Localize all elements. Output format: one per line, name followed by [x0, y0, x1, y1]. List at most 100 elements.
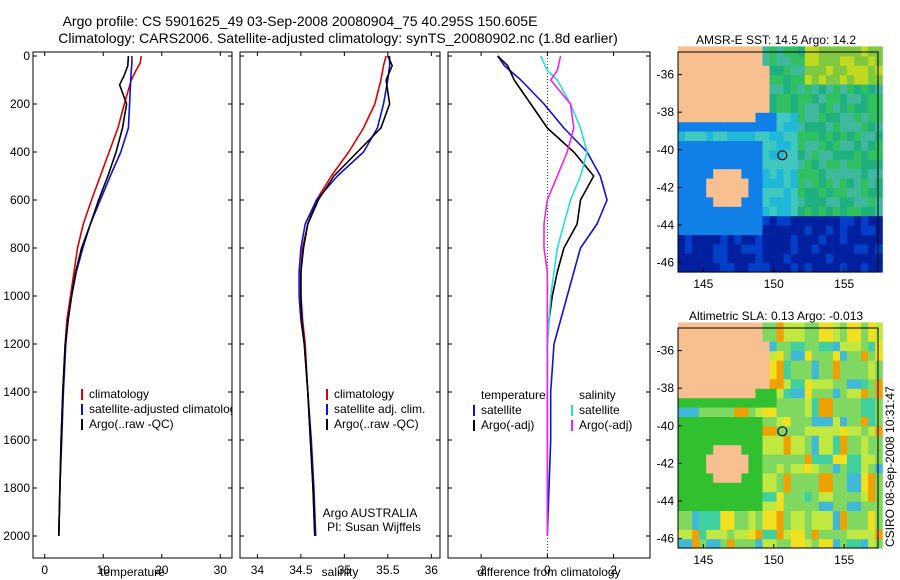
map-cell — [706, 178, 714, 188]
map-cell — [734, 112, 742, 123]
map-cell — [840, 369, 848, 380]
map-cell — [748, 397, 756, 408]
map-cell — [825, 206, 834, 217]
map-cell — [811, 378, 820, 389]
map-cell — [811, 463, 820, 474]
map-cell — [699, 131, 707, 141]
map-cell — [748, 140, 756, 151]
map-cell — [755, 140, 764, 151]
map-cell — [706, 397, 714, 408]
y-tick-label: -42 — [657, 180, 675, 194]
map-cell — [818, 378, 827, 389]
map-cell — [769, 215, 778, 226]
map-cell — [678, 416, 686, 427]
map-cell — [811, 253, 820, 264]
map-cell — [748, 510, 756, 521]
map-cell — [797, 407, 806, 417]
map-cell — [748, 112, 756, 123]
map-cell — [832, 463, 841, 474]
map-cell — [699, 491, 707, 502]
map-cell — [706, 407, 714, 417]
map-cell — [741, 491, 749, 502]
map-cell — [811, 425, 820, 436]
map-cell — [713, 529, 721, 540]
map-cell — [776, 243, 785, 254]
map-cell — [840, 416, 848, 427]
map-cell — [832, 131, 841, 141]
legend-label: satellite-adjusted climatology — [89, 402, 242, 416]
map-cell — [797, 46, 806, 57]
map-cell — [762, 243, 771, 254]
y-tick-label: -36 — [657, 344, 675, 358]
map-cell — [840, 131, 848, 141]
map-cell — [734, 215, 742, 226]
map-cell — [875, 416, 883, 427]
map-cell — [713, 112, 721, 123]
y-tick-label: -38 — [657, 381, 675, 395]
map-cell — [832, 84, 841, 94]
map-cell — [840, 253, 848, 264]
y-tick-label: -40 — [657, 419, 675, 433]
map-cell — [783, 84, 792, 94]
map-cell — [811, 369, 820, 380]
map-cell — [804, 360, 813, 370]
map-cell — [699, 463, 707, 474]
map-cell — [825, 178, 834, 188]
legend-heading: temperature — [481, 388, 546, 402]
map-cell — [713, 140, 721, 151]
y-tick-label: 1400 — [3, 385, 30, 399]
map-cell — [741, 196, 749, 207]
map-cell — [804, 102, 813, 113]
map-cell — [727, 168, 735, 179]
map-cell — [678, 196, 686, 207]
map-cell — [685, 93, 693, 104]
map-cell — [790, 510, 799, 521]
map-cell — [797, 444, 806, 455]
map-cell — [825, 397, 834, 408]
x-axis-label: difference from climatology — [477, 565, 620, 579]
map-cell — [741, 378, 749, 389]
map-cell — [678, 407, 686, 417]
map-cell — [847, 206, 855, 217]
map-cell — [706, 55, 714, 66]
map-cell — [734, 149, 742, 160]
map-cell — [790, 187, 799, 198]
map-cell — [840, 55, 848, 66]
map-cell — [832, 262, 841, 273]
map-cell — [741, 360, 749, 370]
map-cell — [840, 243, 848, 254]
map-cell — [776, 416, 785, 427]
map-cell — [685, 55, 693, 66]
map-cell — [776, 378, 785, 389]
map-cell — [790, 529, 799, 540]
map-cell — [713, 322, 721, 333]
map-cell — [861, 397, 869, 408]
map-cell — [868, 112, 876, 123]
map-cell — [755, 131, 764, 141]
map-cell — [783, 140, 792, 151]
map-cell — [741, 84, 749, 94]
map-cell — [769, 93, 778, 104]
map-cell — [692, 331, 700, 342]
map-cell — [790, 74, 799, 85]
map-cell — [868, 149, 876, 160]
figure-title-line1: Argo profile: CS 5901625_49 03-Sep-2008 … — [63, 13, 538, 29]
map-cell — [720, 360, 728, 370]
map-cell — [762, 225, 771, 235]
map-cell — [847, 234, 855, 245]
map-cell — [685, 397, 693, 408]
map-cell — [748, 360, 756, 370]
map-cell — [706, 519, 714, 530]
map-cell — [840, 407, 848, 417]
map-cell — [755, 55, 764, 66]
map-cell — [875, 472, 883, 483]
map-cell — [741, 74, 749, 85]
map-cell — [825, 322, 834, 333]
map-cell — [720, 196, 728, 207]
map-cell — [692, 187, 700, 198]
map-cell — [727, 454, 735, 464]
map-cell — [840, 140, 848, 151]
map-cell — [734, 463, 742, 474]
map-cell — [868, 121, 876, 132]
map-cell — [748, 178, 756, 188]
